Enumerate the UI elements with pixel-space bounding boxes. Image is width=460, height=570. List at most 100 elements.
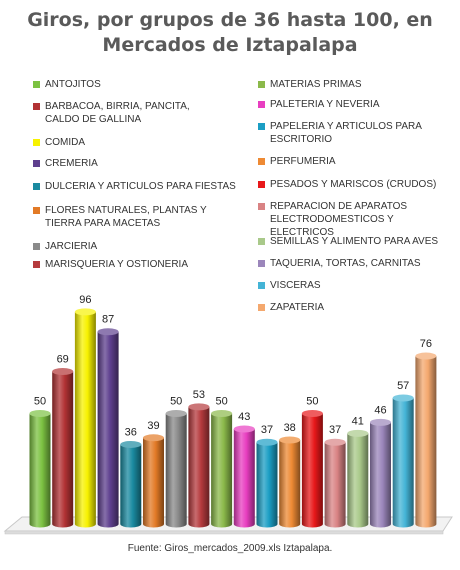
bar-body [74,311,96,528]
bar-body [233,428,255,528]
data-label: 50 [34,396,46,408]
legend-label: MARISQUERIA Y OSTIONERIA [45,259,188,270]
legend-item: VISCERAS [258,279,321,292]
data-label: 76 [420,338,432,350]
legend-item: ZAPATERIA [258,301,324,314]
bar [143,434,164,528]
data-label: 39 [147,420,159,432]
legend-swatch [33,81,40,88]
bar-top [143,434,164,442]
bar-top [188,403,210,411]
data-label: 37 [329,424,341,436]
legend-label: PAPELERIA Y ARTICULOS PARA ESCRITORIO [270,121,422,145]
bar-body [52,371,74,528]
data-label: 69 [57,354,69,366]
legend-swatch [258,260,265,267]
legend-swatch [258,203,265,210]
bar-body [392,398,414,528]
bar [97,328,119,528]
bar [301,410,323,528]
source-note: Fuente: Giros_mercados_2009.xls Iztapala… [127,543,333,554]
data-label: 43 [238,411,250,423]
data-label: 50 [170,396,182,408]
legend-swatch [33,207,40,214]
bar-top [29,410,51,417]
bar [392,394,414,528]
data-label: 57 [397,380,409,392]
bar-body [279,440,301,528]
bar-body [120,444,142,528]
legend-item: MATERIAS PRIMAS [258,78,362,91]
legend-swatch [33,139,40,146]
chart-title-line1: Giros, por grupos de 36 hasta 100, en [27,9,433,31]
legend-swatch [258,101,265,108]
legend-label: PALETERIA Y NEVERIA [270,99,380,110]
legend-label: PESADOS Y MARISCOS (CRUDOS) [270,179,437,190]
bar-top [233,425,255,433]
legend-item: PALETERIA Y NEVERIA [258,98,380,111]
legend-item: SEMILLAS Y ALIMENTO PARA AVES [258,235,438,248]
bar-body [211,413,233,528]
bar [279,436,301,528]
legend-item: CREMERIA [33,157,98,170]
bar-body [29,413,51,528]
legend-item: FLORES NATURALES, PLANTAS Y TIERRA PARA … [33,204,207,230]
data-label: 96 [79,294,91,306]
bar-body [415,356,437,528]
bar [165,410,187,528]
bar [211,410,233,528]
bar-top [415,352,437,360]
bar [188,403,210,528]
legend-item: ANTOJITOS [33,78,101,91]
legend-item: MARISQUERIA Y OSTIONERIA [33,258,188,271]
legend-swatch [33,243,40,250]
bar [233,425,255,528]
data-label: 41 [352,415,364,427]
legend-label: JARCIERIA [45,241,98,252]
legend-label: REPARACION DE APARATOS ELECTRODOMESTICOS… [270,201,408,238]
data-label: 36 [125,426,137,438]
legend-item: PESADOS Y MARISCOS (CRUDOS) [258,178,436,191]
legend-label: TAQUERIA, TORTAS, CARNITAS [270,258,421,269]
legend-item: TAQUERIA, TORTAS, CARNITAS [258,257,421,270]
bar-top [74,308,96,316]
bar-top [392,394,414,402]
legend-item: BARBACOA, BIRRIA, PANCITA, CALDO DE GALL… [33,100,190,126]
data-label: 50 [306,396,318,408]
legend-swatch [258,181,265,188]
data-label: 46 [374,404,386,416]
legend-label: FLORES NATURALES, PLANTAS Y TIERRA PARA … [45,205,207,229]
legend-label: CREMERIA [45,158,98,169]
bar [415,352,437,528]
legend-item: PAPELERIA Y ARTICULOS PARA ESCRITORIO [258,120,422,146]
bar [324,438,346,528]
legend-label: ZAPATERIA [270,302,325,313]
data-label: 50 [215,396,227,408]
legend-label: SEMILLAS Y ALIMENTO PARA AVES [270,236,439,247]
legend-swatch [33,261,40,268]
legend-swatch [258,304,265,311]
legend-swatch [258,282,265,289]
bar [52,368,74,528]
legend-label: BARBACOA, BIRRIA, PANCITA, CALDO DE GALL… [45,101,190,125]
bar-body [256,442,278,528]
legend-swatch [258,81,265,88]
legend-label: DULCERIA Y ARTICULOS PARA FIESTAS [45,181,236,192]
bar [29,410,51,528]
legend-swatch [33,183,40,190]
bar-body [188,406,210,528]
bar-body [347,433,369,528]
chart-title-line2: Mercados de Iztapalapa [102,34,358,56]
legend-item: DULCERIA Y ARTICULOS PARA FIESTAS [33,180,236,193]
legend-item: JARCIERIA [33,240,97,253]
legend-swatch [33,103,40,110]
bar [120,440,142,528]
bar-top [347,429,369,437]
bar-top [370,418,391,426]
legend-swatch [258,123,265,130]
bar [370,418,391,528]
bar [74,308,96,528]
bar-top [52,368,74,376]
bar-body [143,437,164,528]
